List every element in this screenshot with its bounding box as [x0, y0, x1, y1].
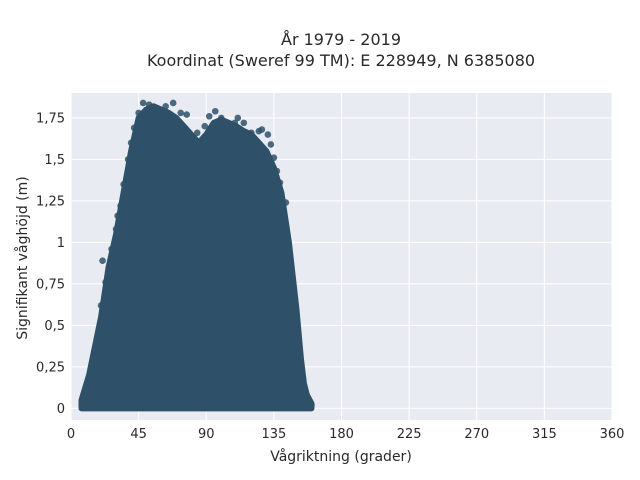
y-tick-label: 0,25 — [36, 360, 65, 375]
data-point — [296, 368, 303, 376]
data-point — [117, 202, 124, 210]
data-point — [302, 390, 309, 397]
data-point — [223, 122, 231, 130]
data-point — [150, 104, 157, 112]
data-point — [91, 346, 99, 354]
data-point — [231, 119, 239, 127]
data-points — [79, 99, 315, 411]
data-point — [273, 167, 281, 175]
data-point — [81, 396, 88, 404]
data-point — [287, 285, 294, 293]
data-point — [162, 102, 169, 110]
data-point — [276, 179, 284, 186]
data-point — [169, 99, 177, 107]
data-point — [284, 245, 291, 253]
x-tick-label: 360 — [600, 427, 625, 442]
x-tick-label: 270 — [464, 427, 489, 442]
data-point — [290, 330, 297, 337]
y-tick-label: 0 — [57, 402, 65, 417]
data-point — [211, 107, 219, 115]
data-point — [120, 180, 127, 188]
data-point — [258, 126, 266, 133]
x-tick-labels: 0 45 90 135 180 225 270 315 360 — [67, 427, 625, 442]
data-point — [264, 131, 272, 138]
data-point — [88, 368, 96, 376]
x-tick-label: 315 — [532, 427, 557, 442]
data-point — [105, 267, 112, 274]
data-point — [288, 313, 296, 321]
data-point — [145, 101, 153, 108]
data-point — [240, 119, 248, 127]
point-cloud — [78, 103, 315, 412]
chart-title-line-2: Koordinat (Sweref 99 TM): E 228949, N 63… — [147, 51, 535, 70]
data-point — [177, 109, 185, 117]
data-point — [278, 195, 285, 203]
data-point — [114, 212, 121, 220]
data-point — [299, 381, 306, 389]
y-tick-label: 1,5 — [44, 153, 65, 168]
data-point — [281, 222, 288, 230]
data-point — [306, 403, 314, 411]
x-tick-label: 135 — [261, 427, 286, 442]
data-point — [130, 124, 138, 132]
data-point — [94, 332, 102, 339]
data-point — [234, 114, 242, 122]
x-tick-label: 180 — [329, 427, 354, 442]
x-tick-label: 90 — [198, 427, 215, 442]
y-tick-label: 1,75 — [36, 111, 65, 126]
x-tick-label: 45 — [130, 427, 147, 442]
data-point — [270, 154, 278, 162]
data-point — [99, 257, 106, 264]
data-point — [97, 302, 105, 309]
data-point — [90, 358, 97, 366]
data-point — [127, 139, 135, 147]
data-point — [112, 225, 120, 233]
data-point — [82, 391, 90, 399]
data-point — [217, 114, 225, 122]
data-point — [201, 122, 209, 130]
data-point — [267, 141, 275, 148]
data-point — [305, 396, 312, 404]
data-point — [282, 199, 290, 206]
x-axis-title: Vågriktning (grader) — [270, 448, 412, 465]
y-tick-label: 1,25 — [36, 194, 65, 209]
data-point — [293, 350, 300, 357]
y-tick-label: 1 — [57, 236, 65, 251]
y-tick-labels: 0 0,25 0,5 0,75 1 1,25 1,5 1,75 — [36, 111, 65, 416]
y-axis-title: Signifikant våghöjd (m) — [14, 176, 31, 339]
x-tick-label: 0 — [67, 427, 75, 442]
data-point — [139, 99, 147, 107]
x-tick-label: 225 — [397, 427, 422, 442]
data-point — [135, 109, 142, 117]
data-point — [85, 381, 93, 389]
data-point — [205, 112, 213, 120]
data-point — [108, 245, 115, 253]
y-tick-label: 0,5 — [44, 319, 65, 334]
data-point — [102, 278, 109, 286]
chart-title-line-1: År 1979 - 2019 — [281, 30, 401, 49]
data-point — [79, 401, 87, 409]
data-point — [193, 129, 201, 137]
data-point — [183, 111, 191, 118]
data-point — [124, 156, 132, 163]
data-point — [248, 129, 255, 137]
point-cloud-envelope — [78, 103, 315, 412]
y-tick-label: 0,75 — [36, 277, 65, 292]
